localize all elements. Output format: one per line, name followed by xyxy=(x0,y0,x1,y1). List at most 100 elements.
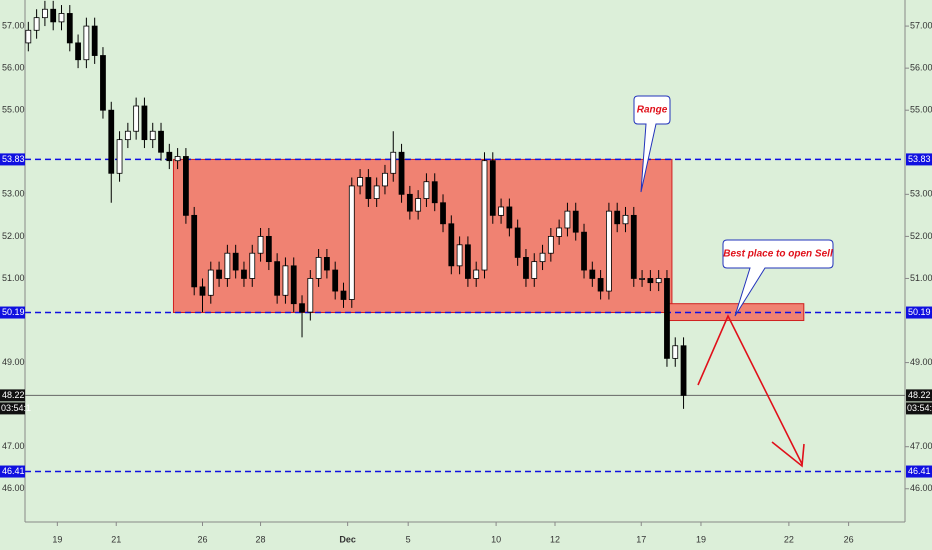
candle-body xyxy=(166,151,173,162)
y-tick-label: 52.00 xyxy=(910,231,932,241)
range-callout-text: Range xyxy=(637,105,668,116)
candle-body xyxy=(149,130,156,141)
y-tick-label: 51.00 xyxy=(910,273,932,283)
candle-body xyxy=(58,13,65,23)
price-label-right: 48.22 xyxy=(908,390,931,400)
y-tick-label: 49.00 xyxy=(910,357,932,367)
candle-body xyxy=(581,231,587,271)
candle-body xyxy=(141,105,148,141)
candle-body xyxy=(332,269,339,292)
candle-body xyxy=(547,235,554,254)
candle-body xyxy=(398,151,405,195)
candle-body xyxy=(373,185,380,199)
x-tick-label: 26 xyxy=(197,534,207,544)
candle-body xyxy=(489,160,496,216)
x-tick-label: 5 xyxy=(406,534,411,544)
candle-body xyxy=(382,172,388,187)
x-tick-label: 10 xyxy=(491,534,501,544)
price-label-bg-right xyxy=(906,306,932,319)
y-tick-label-left: 57.00 xyxy=(2,20,25,30)
price-label-left: 50.19 xyxy=(2,307,25,317)
y-tick-label-left: 53.00 xyxy=(2,189,25,199)
candle-body xyxy=(506,206,513,229)
candle-body xyxy=(290,265,297,305)
candle-body xyxy=(133,105,140,132)
candle-body xyxy=(216,269,222,279)
candle-body xyxy=(647,278,654,284)
x-tick-label: 21 xyxy=(111,534,121,544)
candle-body xyxy=(324,257,330,271)
price-label-bg-left xyxy=(0,465,25,478)
drawn-arrow xyxy=(697,314,805,468)
candle-body xyxy=(664,278,670,359)
candle-body xyxy=(100,55,106,111)
candle-body xyxy=(42,8,48,19)
candle-body xyxy=(456,244,463,267)
candle-body xyxy=(614,210,621,225)
countdown-left: 03:54:1 xyxy=(1,403,31,413)
candle-body xyxy=(307,278,314,313)
candle-body xyxy=(556,227,563,237)
y-tick-label: 57.00 xyxy=(910,20,932,30)
sell-callout xyxy=(722,239,834,317)
zone xyxy=(172,158,673,314)
x-tick-label: 26 xyxy=(844,534,854,544)
candle-body xyxy=(564,210,571,229)
candle-body xyxy=(473,269,480,279)
candle-body xyxy=(514,227,521,258)
candle-body xyxy=(415,198,422,212)
candle-body xyxy=(265,235,272,263)
price-label-bg-right xyxy=(906,389,932,402)
candle-body xyxy=(655,278,662,284)
price-label-right: 53.83 xyxy=(908,154,931,164)
candle-body xyxy=(406,193,413,212)
candle-body xyxy=(448,223,455,267)
x-tick-label: Dec xyxy=(339,534,356,544)
candle-body xyxy=(299,303,305,313)
y-tick-label-left: 52.00 xyxy=(2,231,25,241)
y-tick-label-left: 47.00 xyxy=(2,441,25,451)
candle-body xyxy=(465,244,471,279)
price-label-bg-left xyxy=(0,306,25,319)
candle-body xyxy=(75,42,81,61)
price-label-right: 46.41 xyxy=(908,466,931,476)
candle-body xyxy=(431,181,438,204)
candle-body xyxy=(224,252,231,279)
y-tick-label: 47.00 xyxy=(910,441,932,451)
y-tick-label-left: 51.00 xyxy=(2,273,25,283)
price-label-right: 50.19 xyxy=(908,307,931,317)
candle-body xyxy=(91,25,98,56)
candle-body xyxy=(274,261,281,296)
y-tick-label-left: 55.00 xyxy=(2,105,25,115)
candle-body xyxy=(25,29,32,44)
candle-body xyxy=(116,139,123,174)
candle-body xyxy=(66,13,73,44)
candle-body xyxy=(348,185,355,300)
x-tick-label: 28 xyxy=(256,534,266,544)
candle-body xyxy=(124,130,131,141)
candle-body xyxy=(257,235,264,254)
candle-body xyxy=(241,269,247,279)
y-tick-label-left: 46.00 xyxy=(2,483,25,493)
candle-body xyxy=(191,214,198,288)
candle-body xyxy=(340,290,347,300)
candle-body xyxy=(158,130,164,153)
price-label-left: 53.83 xyxy=(2,154,25,164)
candle-body xyxy=(207,269,214,296)
candle-body xyxy=(639,278,645,280)
x-tick-label: 22 xyxy=(784,534,794,544)
candle-body xyxy=(622,214,629,225)
y-tick-label-left: 49.00 xyxy=(2,357,25,367)
candle-body xyxy=(108,109,115,174)
price-label-bg-left xyxy=(0,389,25,402)
y-tick-label: 56.00 xyxy=(910,63,932,73)
x-tick-label: 12 xyxy=(550,534,560,544)
candle-body xyxy=(498,206,504,216)
candle-body xyxy=(680,345,687,396)
y-tick-label: 46.00 xyxy=(910,483,932,493)
candle-body xyxy=(672,345,679,359)
candle-body xyxy=(174,156,181,162)
candle-body xyxy=(249,252,256,279)
candle-body xyxy=(282,265,289,296)
